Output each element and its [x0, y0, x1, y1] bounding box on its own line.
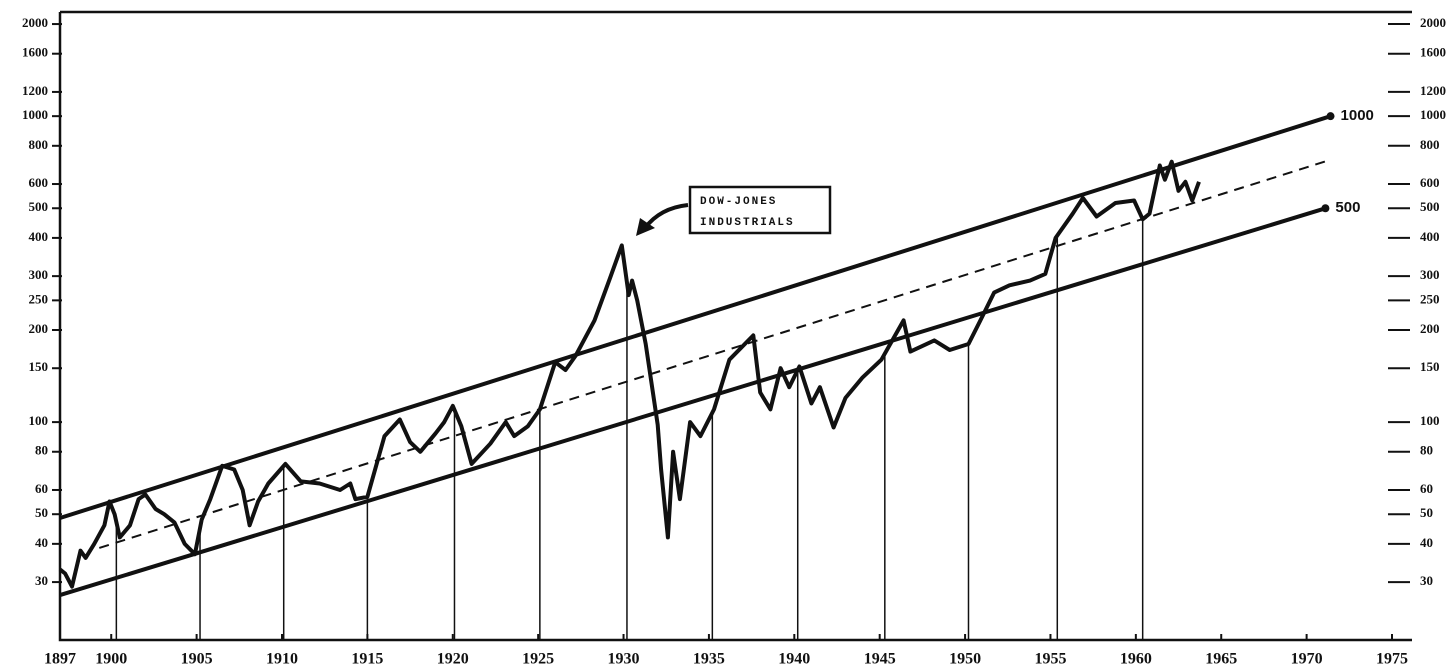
y2-tick-label: 30 — [1420, 573, 1433, 588]
arrow-head — [636, 218, 655, 236]
x-tick-label: 1945 — [864, 651, 896, 668]
series-line — [59, 206, 1326, 598]
y-tick-label: 500 — [29, 199, 49, 214]
line-end — [1326, 112, 1335, 121]
y-tick-label: 40 — [35, 535, 48, 550]
x-tick-label: 1950 — [949, 651, 981, 668]
y-tick-label: 200 — [29, 321, 49, 336]
x-tick-label: 1920 — [437, 651, 469, 668]
y2-tick-label: 40 — [1420, 535, 1433, 550]
x-tick-label: 1935 — [693, 651, 725, 668]
y2-tick-label: 80 — [1420, 443, 1433, 458]
x-tick-label: 1970 — [1291, 651, 1323, 668]
y2-tick-label: 200 — [1420, 321, 1440, 336]
series-label: 1000 — [1341, 107, 1374, 124]
y2-tick-label: 1600 — [1420, 45, 1446, 60]
y-tick-label: 300 — [29, 267, 49, 282]
x-tick-label: 1900 — [95, 651, 127, 668]
y2-tick-label: 50 — [1420, 505, 1433, 520]
y2-tick-label: 150 — [1420, 359, 1440, 374]
y-tick-label: 1600 — [22, 45, 48, 60]
y2-tick-label: 2000 — [1420, 15, 1446, 30]
x-tick-label: 1905 — [181, 651, 213, 668]
x-tick-label: 1955 — [1034, 651, 1066, 668]
y2-tick-label: 1000 — [1420, 107, 1446, 122]
x-tick-label: 1897 — [44, 651, 76, 668]
y2-tick-label: 300 — [1420, 267, 1440, 282]
x-tick-label: 1925 — [522, 651, 554, 668]
y-tick-label: 400 — [29, 229, 49, 244]
x-tick-label: 1915 — [351, 651, 383, 668]
annotation-line: DOW-JONES — [700, 196, 777, 208]
series-line — [98, 158, 1331, 549]
y-tick-label: 250 — [29, 291, 49, 306]
y-tick-label: 60 — [35, 481, 48, 496]
y-tick-label: 30 — [35, 573, 48, 588]
y-tick-label: 600 — [29, 175, 49, 190]
y2-tick-label: 500 — [1420, 199, 1440, 214]
y-tick-label: 2000 — [22, 15, 48, 30]
series-line — [58, 159, 1201, 589]
y2-tick-label: 600 — [1420, 175, 1440, 190]
x-tick-label: 1975 — [1376, 651, 1408, 668]
x-tick-label: 1940 — [778, 651, 810, 668]
y2-tick-label: 60 — [1420, 481, 1433, 496]
y-tick-label: 100 — [29, 413, 49, 428]
x-tick-label: 1965 — [1205, 651, 1237, 668]
x-tick-label: 1960 — [1120, 651, 1152, 668]
frame — [58, 10, 1412, 642]
y2-tick-label: 400 — [1420, 229, 1440, 244]
line-end — [1321, 204, 1330, 213]
series-line — [59, 114, 1332, 520]
y-tick-label: 150 — [29, 359, 49, 374]
y-tick-label: 1200 — [22, 83, 48, 98]
annotation-line: INDUSTRIALS — [700, 217, 795, 229]
y2-tick-label: 100 — [1420, 413, 1440, 428]
annotation-arrow — [643, 203, 689, 230]
y2-tick-label: 1200 — [1420, 83, 1446, 98]
y-tick-label: 80 — [35, 443, 48, 458]
annotation-frame — [688, 185, 832, 235]
y-tick-label: 1000 — [22, 107, 48, 122]
x-tick-label: 1910 — [266, 651, 298, 668]
y-tick-label: 50 — [35, 505, 48, 520]
y-tick-label: 800 — [29, 137, 49, 152]
y2-tick-label: 250 — [1420, 291, 1440, 306]
annotation-box: DOW-JONES INDUSTRIALS — [636, 185, 832, 236]
series-label: 500 — [1335, 199, 1360, 216]
y2-tick-label: 800 — [1420, 137, 1440, 152]
x-tick-label: 1930 — [608, 651, 640, 668]
